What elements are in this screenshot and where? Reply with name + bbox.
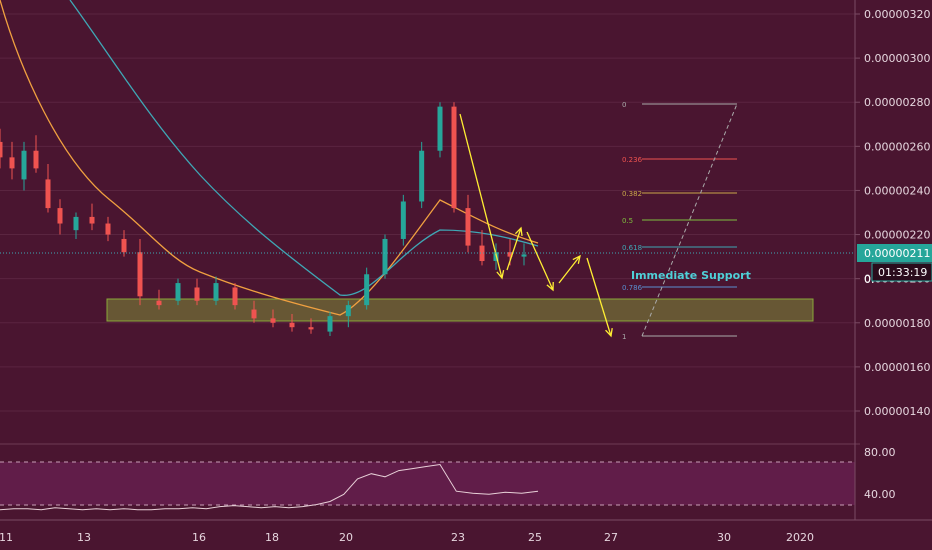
rsi-axis[interactable]: 80.00 40.00 — [864, 446, 896, 501]
candle-body[interactable] — [327, 316, 333, 332]
fib-level-label: 0.5 — [622, 217, 633, 225]
candles-layer[interactable] — [0, 102, 527, 337]
candle-body[interactable] — [479, 245, 485, 262]
candle-body[interactable] — [437, 106, 443, 151]
arrow-head — [572, 254, 581, 264]
candle-body[interactable] — [121, 238, 127, 253]
time-axis[interactable]: 11 13 16 18 20 23 25 27 30 2020 — [0, 531, 814, 544]
time-tick-label: 11 — [0, 531, 13, 544]
rsi-tick-label: 80.00 — [864, 446, 896, 459]
candle-body[interactable] — [105, 223, 111, 235]
arrow-head — [514, 226, 523, 237]
ema-slow-line — [69, 0, 539, 296]
time-tick-label: 23 — [451, 531, 465, 544]
price-tick-label: 0.00000300 — [864, 52, 930, 65]
price-tick-label: 0.00000140 — [864, 405, 930, 418]
candle-body[interactable] — [289, 322, 295, 328]
candle-body[interactable] — [345, 305, 351, 317]
candle-body[interactable] — [308, 327, 314, 330]
price-tick-label: 0.00000240 — [864, 184, 930, 197]
candle-body[interactable] — [400, 201, 406, 239]
candle-body[interactable] — [451, 106, 457, 209]
candle-body[interactable] — [156, 300, 162, 306]
current-price-tag — [857, 244, 932, 262]
time-tick-label: 2020 — [786, 531, 814, 544]
time-tick-label: 27 — [604, 531, 618, 544]
price-tick-label: 0.00000320 — [864, 8, 930, 21]
fibonacci-retracement[interactable]: 0 0.236 0.382 0.5 0.618 0.786 1 — [622, 101, 738, 341]
candle-body[interactable] — [270, 318, 276, 323]
candle-body[interactable] — [213, 283, 219, 301]
immediate-support-annotation[interactable]: Immediate Support — [631, 269, 751, 282]
ema-fast-line — [0, 0, 539, 316]
price-tick-label: 0.00000160 — [864, 361, 930, 374]
candle-body[interactable] — [419, 150, 425, 202]
candle-body[interactable] — [73, 216, 79, 231]
countdown-label: 01:33:19 — [878, 266, 927, 279]
fib-level-label: 0.786 — [622, 284, 643, 292]
arrow-head — [496, 270, 505, 280]
projection-arrow[interactable] — [506, 227, 522, 271]
price-tick-label: 0.00000260 — [864, 140, 930, 153]
rsi-line — [0, 463, 539, 511]
fib-level-label: 0.236 — [622, 156, 643, 164]
candle-body[interactable] — [89, 216, 95, 224]
projection-arrow[interactable] — [586, 257, 612, 337]
projection-arrows[interactable] — [459, 113, 613, 338]
projection-arrow[interactable] — [558, 255, 581, 284]
countdown-tag — [871, 262, 932, 282]
candle-body[interactable] — [57, 208, 63, 224]
time-tick-label: 13 — [77, 531, 91, 544]
fib-level-label: 1 — [622, 333, 626, 341]
rsi-band — [0, 462, 855, 505]
candle-body[interactable] — [521, 254, 527, 257]
current-price-label: 0.00000211 — [864, 247, 930, 260]
fib-level-label: 0.618 — [622, 244, 642, 252]
support-zone[interactable] — [106, 298, 814, 322]
time-tick-label: 25 — [528, 531, 542, 544]
fib-level-label: 0.382 — [622, 190, 642, 198]
candle-body[interactable] — [175, 283, 181, 301]
candle-body[interactable] — [465, 208, 471, 246]
arrow-head — [605, 327, 613, 338]
candle-body[interactable] — [251, 309, 257, 319]
candle-body[interactable] — [33, 150, 39, 169]
candle-body[interactable] — [194, 287, 200, 301]
time-tick-label: 20 — [339, 531, 353, 544]
moving-averages — [0, 0, 539, 316]
partial-price-label: 0. — [864, 273, 875, 286]
arrow-head — [546, 281, 554, 292]
price-tick-label: 0.00000280 — [864, 96, 930, 109]
candle-body[interactable] — [0, 141, 3, 158]
candle-body[interactable] — [382, 238, 388, 275]
candle-body[interactable] — [364, 274, 370, 306]
candle-body[interactable] — [21, 150, 27, 180]
candle-body[interactable] — [45, 179, 51, 209]
candle-body[interactable] — [507, 252, 513, 257]
time-tick-label: 16 — [192, 531, 206, 544]
candle-body[interactable] — [9, 157, 15, 169]
fib-level-label: 0 — [622, 101, 626, 109]
time-tick-label: 30 — [717, 531, 731, 544]
candle-body[interactable] — [232, 287, 238, 306]
candle-body[interactable] — [137, 252, 143, 297]
price-tick-label: 0.00000220 — [864, 229, 930, 242]
price-tick-label: 0.00000180 — [864, 317, 930, 330]
time-tick-label: 18 — [265, 531, 279, 544]
rsi-tick-label: 40.00 — [864, 488, 896, 501]
projection-arrow[interactable] — [459, 113, 503, 279]
projection-arrow[interactable] — [526, 231, 554, 291]
